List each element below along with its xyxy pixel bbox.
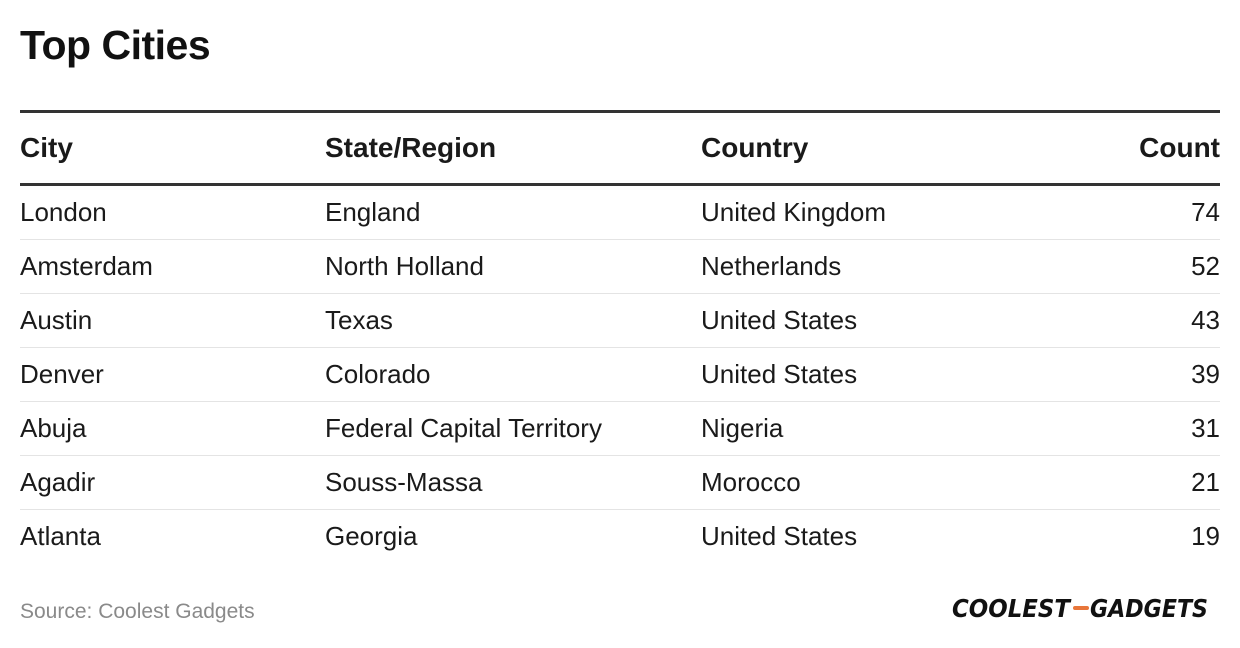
cell-count: 31 <box>1101 401 1220 456</box>
cell-country: United States <box>701 293 1101 348</box>
cell-country: United Kingdom <box>701 184 1101 240</box>
column-header-count: Count <box>1139 132 1220 163</box>
logo-text-coolest: COOLEST <box>952 594 1072 623</box>
data-table: City State/Region Country Count London En… <box>20 110 1220 563</box>
logo-text-gadgets: GADGETS <box>1090 594 1208 623</box>
cell-count: 52 <box>1101 239 1220 294</box>
cell-country: Morocco <box>701 455 1101 510</box>
column-header-state-region: State/Region <box>325 132 497 163</box>
cell-state-region: Colorado <box>325 347 701 402</box>
cell-state-region: Texas <box>325 293 701 348</box>
cell-count: 39 <box>1101 347 1220 402</box>
table-row: Agadir Souss-Massa Morocco 21 <box>20 455 1220 510</box>
cell-country: United States <box>701 521 858 551</box>
cell-city: Denver <box>20 347 325 402</box>
cell-count: 74 <box>1101 184 1220 240</box>
cell-city: Austin <box>20 293 325 348</box>
table-row: London England United Kingdom 74 <box>20 184 1220 240</box>
cell-city: Abuja <box>20 401 325 456</box>
cell-state-region: England <box>325 184 701 240</box>
coolest-gadgets-logo: COOLEST GADGETS <box>952 594 1208 623</box>
source-note: Source: Coolest Gadgets <box>20 600 255 623</box>
cell-country: United States <box>701 347 1101 402</box>
table-header-row: City State/Region Country Count <box>20 111 1220 185</box>
cell-count: 19 <box>1191 521 1220 551</box>
cell-state-region: Souss-Massa <box>325 455 701 510</box>
table-row: Denver Colorado United States 39 <box>20 347 1220 402</box>
cell-city: Atlanta <box>20 521 101 551</box>
cell-count: 21 <box>1101 455 1220 510</box>
table-row: Amsterdam North Holland Netherlands 52 <box>20 239 1220 294</box>
cell-country: Netherlands <box>701 239 1101 294</box>
table-row: Austin Texas United States 43 <box>20 293 1220 348</box>
cell-city: London <box>20 184 325 240</box>
table-body: London England United Kingdom 74 Amsterdam No… <box>20 184 1220 564</box>
cell-city: Agadir <box>20 455 325 510</box>
cell-state-region: Georgia <box>325 521 418 551</box>
cell-state-region: Federal Capital Territory <box>325 401 701 456</box>
cell-country: Nigeria <box>701 401 1101 456</box>
column-header-city: City <box>20 132 73 163</box>
cell-count: 43 <box>1101 293 1220 348</box>
cell-city: Amsterdam <box>20 239 325 294</box>
chart-title: Top Cities <box>20 22 211 68</box>
table-row: Atlanta Georgia United States 19 <box>20 510 1220 564</box>
column-header-country: Country <box>701 132 809 163</box>
table-row: Abuja Federal Capital Territory Nigeria 31 <box>20 401 1220 456</box>
cell-state-region: North Holland <box>325 239 701 294</box>
